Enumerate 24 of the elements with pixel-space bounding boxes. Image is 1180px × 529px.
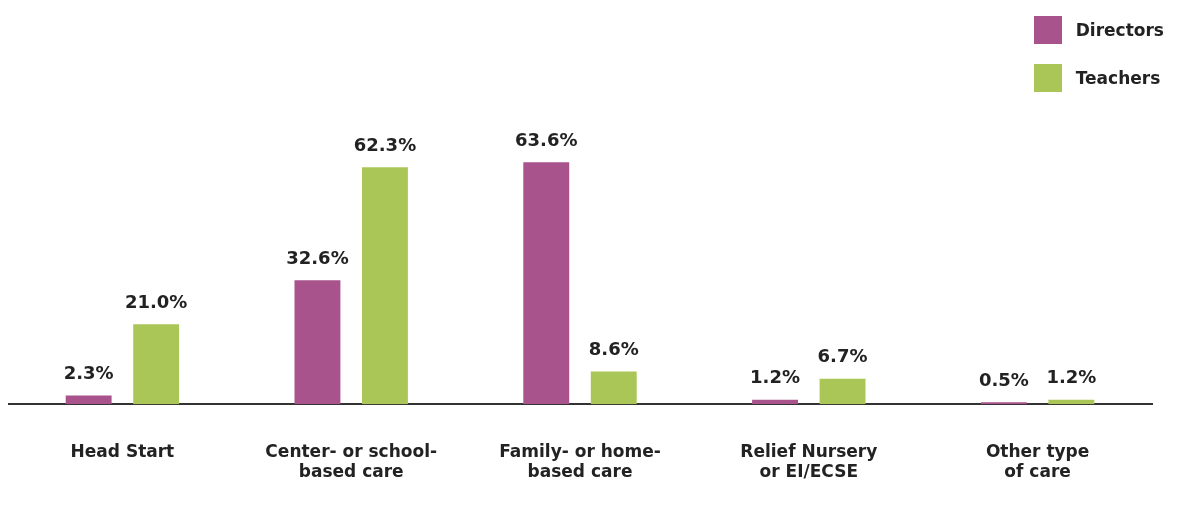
- x-tick-label: Family- or home- based care: [499, 440, 661, 482]
- bar: [133, 324, 180, 405]
- legend-label: Teachers: [1075, 68, 1161, 88]
- data-label: 62.3%: [353, 133, 417, 155]
- bar: [819, 378, 866, 405]
- data-label: 8.6%: [588, 338, 639, 360]
- data-label: 1.2%: [750, 366, 801, 388]
- bar: [590, 371, 637, 405]
- bar: [294, 280, 341, 405]
- data-label: 1.2%: [1046, 366, 1097, 388]
- data-label: 0.5%: [978, 368, 1029, 390]
- x-tick-label: Head Start: [70, 440, 175, 461]
- legend-label: Directors: [1075, 20, 1164, 40]
- bar: [523, 162, 570, 405]
- data-label: 32.6%: [286, 246, 349, 268]
- x-tick-label: Center- or school- based care: [265, 440, 438, 482]
- x-tick-label: Relief Nursery or EI/ECSE: [740, 440, 878, 482]
- bar: [362, 167, 408, 405]
- x-tick-label: Other type of care: [985, 440, 1090, 482]
- data-label: 63.6%: [515, 129, 578, 151]
- data-label: 21.0%: [124, 291, 188, 313]
- data-label: 2.3%: [63, 362, 114, 384]
- bar: [65, 395, 112, 405]
- data-label: 6.7%: [817, 345, 868, 367]
